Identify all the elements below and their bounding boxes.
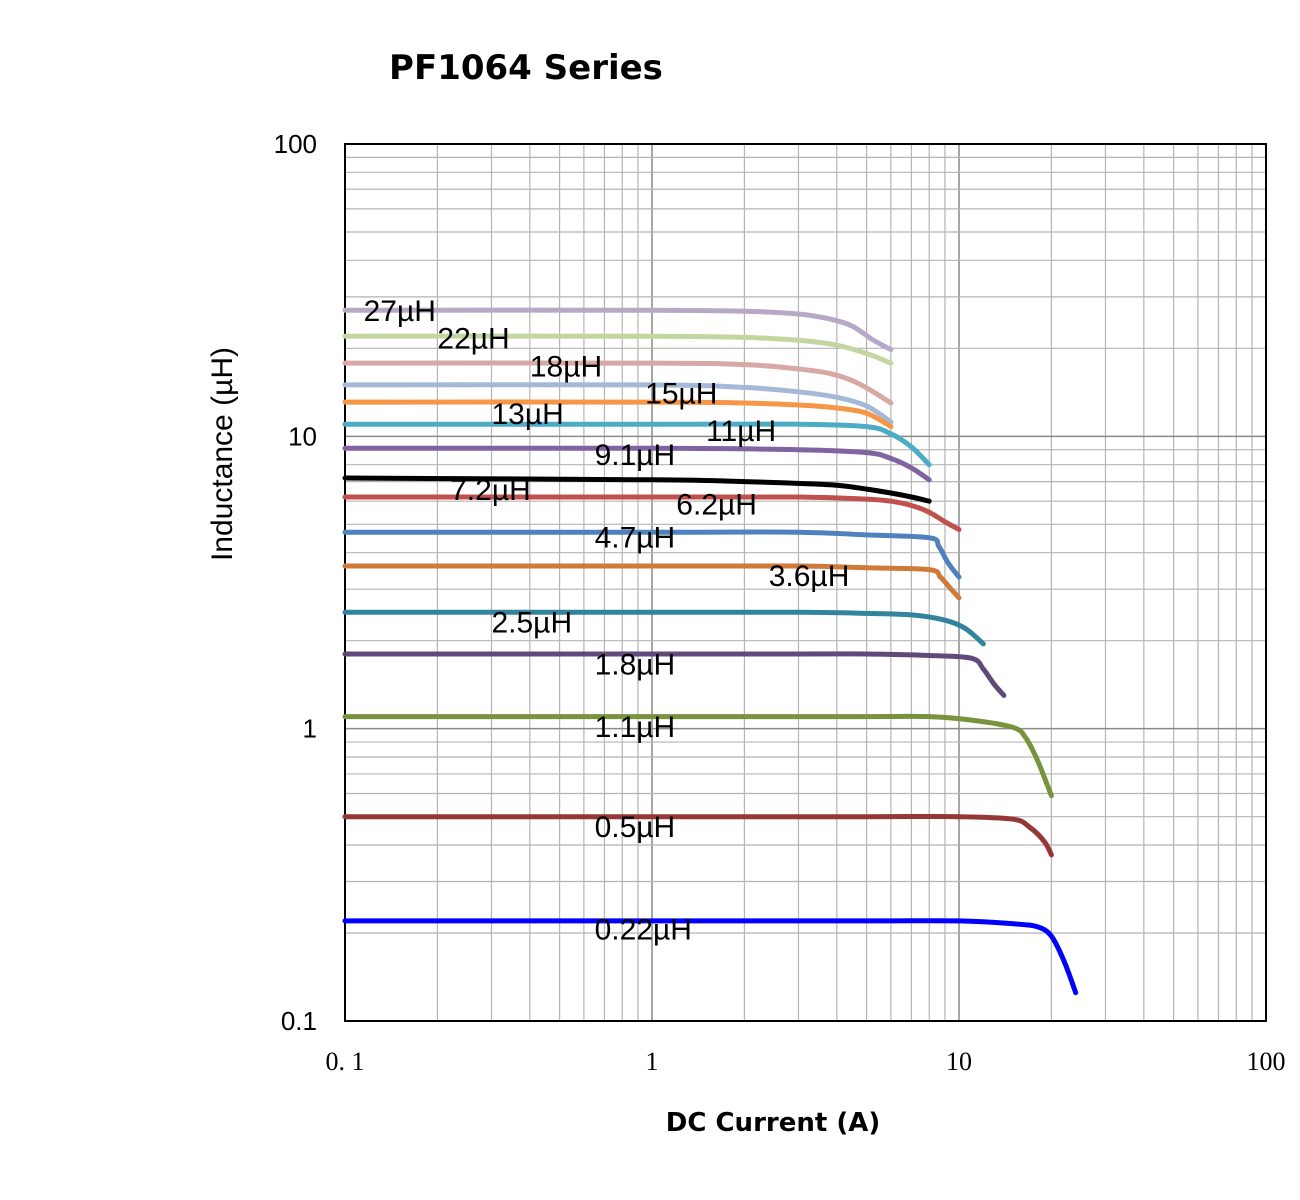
x-tick-label: 0. 1 — [326, 1047, 365, 1076]
series-line-1-1H — [342, 713, 1054, 799]
series-label: 18µH — [530, 350, 602, 383]
series-label: 2.5µH — [491, 606, 572, 639]
series-line-1-8H — [342, 651, 1007, 698]
series-line-27H — [342, 307, 894, 353]
series-line-0-22H — [342, 918, 1079, 996]
x-tick-label: 100 — [1247, 1047, 1286, 1076]
series-line-9-1H — [342, 445, 932, 483]
chart-title: PF1064 Series — [389, 48, 663, 88]
y-tick-label: 0.1 — [281, 1006, 317, 1036]
series-line-2-5H — [342, 609, 986, 647]
series-label: 15µH — [645, 378, 717, 411]
plot-frame — [344, 143, 1267, 1022]
grid — [345, 144, 1266, 1021]
series-label: 4.7µH — [595, 521, 676, 554]
series-line-7-2H — [342, 475, 932, 504]
series-line-13H — [342, 399, 894, 430]
series-label: 1.8µH — [595, 649, 676, 682]
series-label: 13µH — [491, 398, 563, 431]
series-line-22H — [342, 333, 894, 366]
x-tick-label: 1 — [646, 1047, 659, 1076]
series-line-18H — [342, 360, 894, 406]
series-label: 0.22µH — [595, 914, 692, 947]
series-line-6-2H — [342, 494, 962, 532]
y-tick-label: 10 — [288, 421, 317, 451]
series-label: 7.2µH — [450, 474, 531, 507]
x-tick-label: 10 — [946, 1047, 972, 1076]
series-lines — [342, 307, 1079, 996]
series-label: 6.2µH — [676, 488, 757, 521]
series-label: 9.1µH — [595, 439, 676, 472]
series-label: 0.5µH — [595, 811, 676, 844]
series-label: 3.6µH — [769, 560, 850, 593]
series-line-0-5H — [342, 813, 1054, 858]
y-tick-label: 1 — [303, 714, 317, 744]
series-label: 22µH — [437, 322, 509, 355]
series-label: 11µH — [706, 415, 776, 448]
series-label: 1.1µH — [595, 711, 676, 744]
x-axis-label: DC Current (A) — [666, 1108, 880, 1138]
axis-ticks: 0.1 1 10 100 0. 1 1 10 100 — [274, 129, 1286, 1076]
series-line-15H — [342, 382, 894, 425]
series-line-11H — [342, 421, 932, 468]
series-line-3-6H — [342, 563, 962, 601]
y-tick-label: 100 — [274, 129, 317, 159]
y-axis-label: Inductance (µH) — [206, 347, 239, 561]
series-label: 27µH — [364, 295, 436, 328]
series-line-4-7H — [342, 529, 962, 580]
